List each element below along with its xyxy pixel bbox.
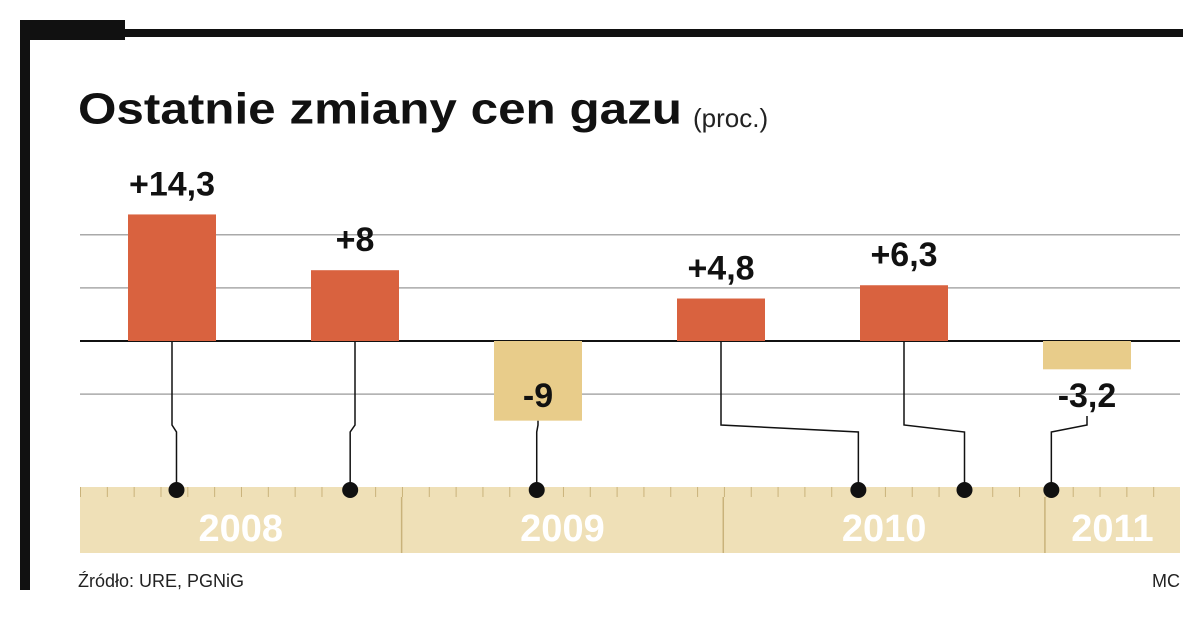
value-label: +6,3 <box>870 236 937 274</box>
x-tick-label: 2008 <box>199 508 284 550</box>
chart-subtitle: (proc.) <box>693 103 768 133</box>
date-dot <box>1043 482 1060 498</box>
connector <box>903 341 966 490</box>
frame-corner <box>20 20 125 40</box>
connector <box>171 341 178 490</box>
date-dot <box>168 482 185 498</box>
date-dot <box>528 482 545 498</box>
value-label: -3,2 <box>1058 377 1117 415</box>
value-label: +8 <box>336 221 375 259</box>
frame-top <box>125 29 1183 37</box>
connector <box>720 341 860 490</box>
connector <box>535 420 539 490</box>
bar <box>128 214 216 341</box>
bar <box>677 298 765 341</box>
bar <box>494 341 582 421</box>
chart-title: Ostatnie zmiany cen gazu <box>78 85 682 134</box>
date-dot <box>956 482 973 498</box>
value-label: +14,3 <box>129 165 215 203</box>
date-dot <box>850 482 867 498</box>
bar <box>1043 341 1131 370</box>
date-dot <box>342 482 359 498</box>
value-label: -9 <box>523 377 553 415</box>
x-tick-label: 2011 <box>1071 508 1153 550</box>
credit: MC <box>1152 571 1180 591</box>
frame-left <box>20 20 30 590</box>
value-label: +4,8 <box>687 250 754 288</box>
ruler <box>80 487 1180 553</box>
x-tick-label: 2009 <box>520 508 605 550</box>
x-tick-label: 2010 <box>842 508 927 550</box>
bar <box>311 270 399 341</box>
connector <box>349 341 356 490</box>
connector <box>1050 416 1088 490</box>
bar <box>860 285 948 341</box>
source: Źródło: URE, PGNiG <box>78 571 244 591</box>
ruler-months <box>80 487 1180 497</box>
